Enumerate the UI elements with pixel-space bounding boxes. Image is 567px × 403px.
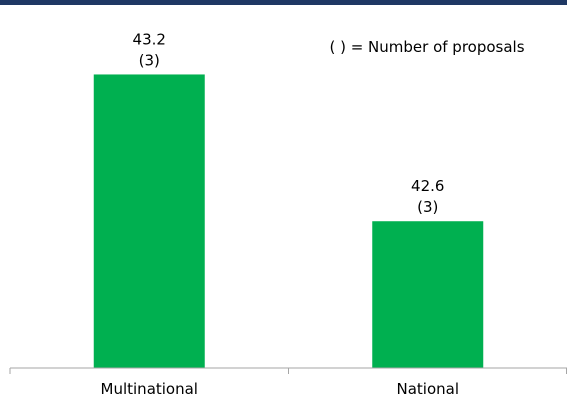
- value-label-national: 42.6: [411, 177, 444, 195]
- top-band: [0, 0, 567, 5]
- value-label-multinational: 43.2: [133, 30, 166, 48]
- bar-national: [372, 221, 484, 368]
- value-labels: 43.2 (3) 42.6 (3): [133, 30, 445, 216]
- count-label-multinational: (3): [139, 51, 160, 69]
- bar-multinational: [93, 74, 205, 368]
- count-label-national: (3): [417, 198, 438, 216]
- category-label-national: National: [396, 380, 459, 398]
- x-axis: Multinational National: [9, 367, 567, 398]
- bars: [93, 74, 484, 368]
- annotation-note: ( ) = Number of proposals: [329, 38, 524, 56]
- category-label-multinational: Multinational: [101, 380, 198, 398]
